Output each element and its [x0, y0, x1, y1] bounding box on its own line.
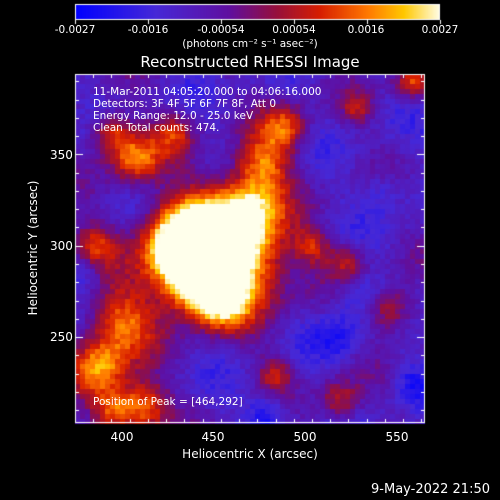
y-axis-label: Heliocentric Y (arcsec) [26, 180, 40, 316]
colorbar-tick-label: 0.0016 [347, 24, 385, 36]
annotation-time-range: 11-Mar-2011 04:05:20.000 to 04:06:16.000 [93, 86, 322, 98]
y-tick-label: 350 [50, 148, 73, 162]
y-tick-label: 300 [50, 239, 73, 253]
annotation-energy-range: Energy Range: 12.0 - 25.0 keV [93, 110, 254, 122]
peak-position-label: Position of Peak = [464,292] [93, 396, 243, 408]
x-tick-label: 400 [110, 430, 134, 444]
colorbar-tick-label: -0.00054 [197, 24, 245, 36]
y-tick-label: 250 [50, 330, 73, 344]
x-tick-label: 450 [201, 430, 225, 444]
x-tick-label: 550 [385, 430, 409, 444]
colorbar-tick-label: 0.00054 [272, 24, 316, 36]
chart-title: Reconstructed RHESSI Image [140, 53, 360, 71]
render-timestamp: 9-May-2022 21:50 [371, 482, 490, 497]
colorbar-tick-label: 0.0027 [421, 24, 459, 36]
colorbar-units: (photons cm⁻² s⁻¹ asec⁻²) [182, 38, 318, 50]
x-axis-label: Heliocentric X (arcsec) [182, 447, 318, 461]
x-tick-label: 500 [293, 430, 317, 444]
colorbar-tick-label: -0.0016 [127, 24, 169, 36]
annotation-clean-counts: Clean Total counts: 474. [93, 122, 220, 134]
annotation-detectors: Detectors: 3F 4F 5F 6F 7F 8F, Att 0 [93, 98, 277, 110]
colorbar-tick-label: -0.0027 [54, 24, 96, 36]
